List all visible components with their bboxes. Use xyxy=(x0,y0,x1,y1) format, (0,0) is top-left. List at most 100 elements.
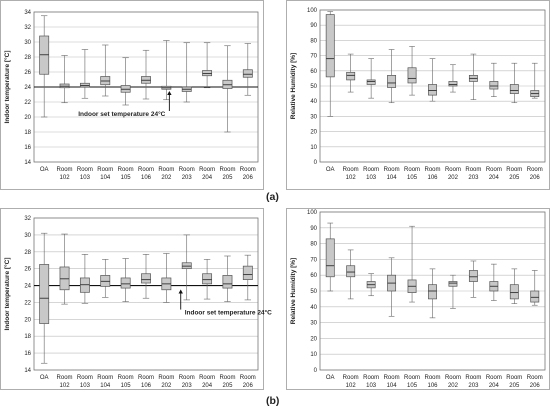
x-tick-label: Room 104 xyxy=(97,375,113,389)
box-room-205 xyxy=(509,62,519,104)
y-tick-label: 34 xyxy=(24,10,31,16)
box-iqr xyxy=(448,81,458,87)
x-tick-label: Room 202 xyxy=(445,375,461,389)
box-room-103 xyxy=(79,254,90,304)
x-tick-label: Room 202 xyxy=(158,375,174,389)
box-room-102 xyxy=(346,249,356,300)
x-tick-label: Room 205 xyxy=(219,375,235,389)
y-tick-label: 14 xyxy=(24,368,31,374)
y-tick-label: 10 xyxy=(310,352,317,358)
y-tick-label: 30 xyxy=(310,321,317,327)
plot-area-border xyxy=(33,217,259,371)
y-tick-label: 26 xyxy=(24,267,31,273)
box-oa xyxy=(325,11,335,117)
x-tick-label: Room 204 xyxy=(199,375,215,389)
box-iqr xyxy=(509,84,519,94)
x-tick-label: Room 103 xyxy=(363,167,379,181)
y-tick-label: 100 xyxy=(307,8,318,14)
plot-area-border xyxy=(319,211,546,371)
y-tick-label: 18 xyxy=(24,130,31,136)
box-room-104 xyxy=(100,44,111,97)
x-tick-label: Room 206 xyxy=(240,167,256,181)
x-tick-label: OA xyxy=(326,375,335,381)
box-iqr xyxy=(242,69,253,78)
x-tick-label: Room 102 xyxy=(57,167,73,181)
y-tick-label: 16 xyxy=(24,145,31,151)
y-tick-label: 26 xyxy=(24,70,31,76)
x-tick-label: Room 104 xyxy=(97,167,113,181)
box-iqr xyxy=(141,273,151,284)
box-room-102 xyxy=(59,55,70,104)
box-iqr xyxy=(428,284,437,300)
box-room-102 xyxy=(346,53,356,93)
box-room-105 xyxy=(120,57,131,106)
box-room-203 xyxy=(468,260,478,298)
box-room-203 xyxy=(181,42,192,103)
box-iqr xyxy=(39,264,50,324)
x-tick-label: Room 204 xyxy=(486,375,502,389)
box-oa xyxy=(325,222,335,292)
x-tick-label: Room 202 xyxy=(445,167,461,181)
reference-arrow-head xyxy=(167,91,172,95)
box-iqr xyxy=(325,14,335,78)
y-tick-label: 24 xyxy=(24,85,31,91)
panel-b-humidity-chart: 0 10 20 30 40 50 60 70 80 90 100 Relative Humidity … xyxy=(286,208,550,390)
box-iqr xyxy=(120,277,131,289)
y-tick-label: 14 xyxy=(24,160,31,166)
box-room-106 xyxy=(428,58,437,102)
box-iqr xyxy=(242,265,253,280)
x-tick-label: OA xyxy=(326,167,335,173)
box-iqr xyxy=(202,273,213,285)
y-tick-label: 40 xyxy=(310,99,317,105)
x-tick-label: Room 106 xyxy=(138,167,154,181)
y-axis-label: Relative Humidity [%] xyxy=(290,258,297,324)
x-tick-label: Room 204 xyxy=(486,167,502,181)
box-room-105 xyxy=(407,46,417,96)
y-tick-label: 60 xyxy=(310,273,317,279)
y-tick-label: 80 xyxy=(310,242,317,248)
x-tick-label: Room 103 xyxy=(363,375,379,389)
x-tick-label: Room 205 xyxy=(219,167,235,181)
y-tick-label: 70 xyxy=(310,54,317,60)
y-tick-label: 20 xyxy=(310,336,317,342)
y-tick-label: 0 xyxy=(314,160,318,166)
box-iqr xyxy=(448,281,458,287)
box-room-104 xyxy=(387,49,397,104)
y-tick-label: 22 xyxy=(24,300,31,306)
box-room-204 xyxy=(202,259,213,300)
x-tick-label: Room 106 xyxy=(424,375,440,389)
x-tick-label: Room 105 xyxy=(118,375,134,389)
x-tick-label: Room 203 xyxy=(465,167,481,181)
x-tick-label: Room 206 xyxy=(527,375,543,389)
box-room-103 xyxy=(79,49,90,99)
box-room-203 xyxy=(181,234,192,301)
y-tick-label: 24 xyxy=(24,284,31,290)
box-room-104 xyxy=(100,259,111,298)
box-room-205 xyxy=(509,268,519,304)
box-oa xyxy=(39,15,50,118)
x-tick-label: Room 104 xyxy=(384,167,400,181)
box-room-206 xyxy=(530,270,540,306)
y-tick-label: 0 xyxy=(314,368,318,374)
box-room-105 xyxy=(120,258,131,302)
x-tick-label: Room 106 xyxy=(424,167,440,181)
box-room-204 xyxy=(489,62,499,97)
y-tick-label: 50 xyxy=(310,84,317,90)
box-iqr xyxy=(530,290,540,303)
panel-a-temperature-chart: 14 16 18 20 22 24 26 28 30 32 34 Indoor temperature… xyxy=(0,0,264,190)
box-iqr xyxy=(325,238,335,278)
box-room-105 xyxy=(407,225,417,303)
y-tick-label: 30 xyxy=(24,40,31,46)
y-axis-label: Relative Humidity [%] xyxy=(290,53,297,119)
box-room-202 xyxy=(161,40,172,101)
box-room-103 xyxy=(366,58,376,99)
x-tick-label: Room 105 xyxy=(118,167,134,181)
box-room-103 xyxy=(366,273,376,297)
y-tick-label: 20 xyxy=(310,130,317,136)
x-tick-label: Room 106 xyxy=(138,375,154,389)
box-room-204 xyxy=(202,42,213,89)
x-tick-label: Room 206 xyxy=(240,375,256,389)
x-tick-label: Room 105 xyxy=(404,375,420,389)
box-iqr xyxy=(468,270,478,282)
box-iqr xyxy=(222,275,233,289)
